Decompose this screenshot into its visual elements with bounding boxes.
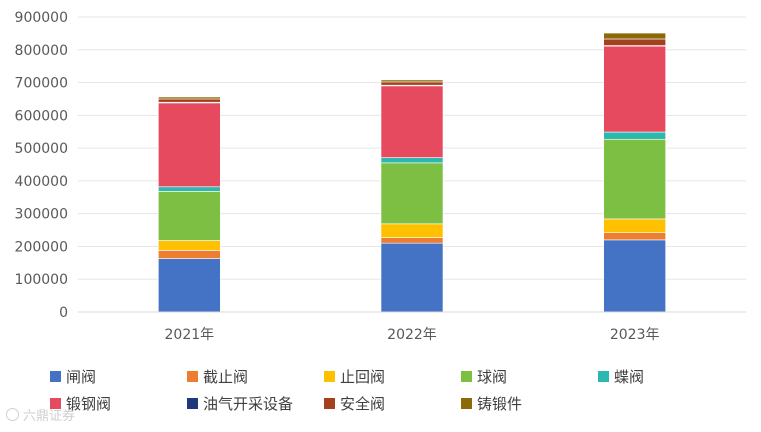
- legend-label: 油气开采设备: [203, 395, 294, 413]
- y-tick-label: 400000: [15, 174, 68, 190]
- legend-item: 铸锻件: [461, 393, 598, 414]
- y-tick-label: 600000: [15, 108, 68, 124]
- y-tick-label: 300000: [15, 207, 68, 223]
- x-tick-label: 2022年: [387, 327, 437, 343]
- legend-item: 蝶阀: [598, 366, 730, 387]
- bar-segment: [158, 98, 221, 103]
- legend-item: 闸阀: [50, 366, 187, 387]
- legend-label: 闸阀: [66, 368, 97, 386]
- bar-segment: [380, 81, 444, 86]
- legend-label: 安全阀: [340, 395, 386, 413]
- bar-segment: [158, 102, 221, 188]
- x-tick-label: 2023年: [610, 327, 660, 343]
- legend-item: 油气开采设备: [187, 393, 324, 414]
- legend-swatch: [187, 371, 198, 382]
- legend-item: 截止阀: [187, 366, 324, 387]
- bar-segment: [380, 85, 444, 158]
- legend-item: 锻钢阀: [50, 393, 187, 414]
- y-tick-label: 700000: [15, 76, 68, 92]
- bar-segment: [158, 258, 221, 313]
- bar-segment: [603, 239, 666, 313]
- legend-label: 铸锻件: [477, 395, 523, 413]
- legend-label: 截止阀: [203, 368, 249, 386]
- watermark-text: 六鼎证券: [23, 409, 76, 424]
- bar-segment: [380, 223, 444, 238]
- legend-label: 锻钢阀: [66, 395, 112, 413]
- bar-segment: [603, 232, 666, 241]
- legend-label: 球阀: [477, 368, 508, 386]
- bars: [158, 32, 666, 313]
- y-tick-label: 500000: [15, 141, 68, 157]
- x-axis: 2021年 2022年 2023年: [165, 327, 660, 343]
- legend-swatch: [50, 371, 61, 382]
- bar-segment: [603, 138, 666, 220]
- bar-segment: [158, 186, 221, 192]
- bar-segment: [380, 242, 444, 313]
- legend-swatch: [50, 398, 61, 409]
- legend-item: 球阀: [461, 366, 598, 387]
- legend-item: 止回阀: [324, 366, 461, 387]
- y-tick-label: 0: [59, 305, 68, 321]
- legend-swatch: [324, 371, 335, 382]
- bar-segment: [380, 79, 444, 83]
- y-axis: 0 100000 200000 300000 400000 500000 600000 700…: [15, 10, 68, 321]
- bar-segment: [158, 96, 221, 100]
- y-tick-label: 900000: [15, 10, 68, 26]
- watermark: 六鼎证券: [6, 405, 75, 424]
- y-tick-label: 200000: [15, 239, 68, 255]
- bar-segment: [380, 237, 444, 244]
- bar-segment: [603, 45, 666, 133]
- watermark-logo-icon: [6, 408, 19, 421]
- y-tick-label: 800000: [15, 43, 68, 59]
- bar-segment: [158, 191, 221, 241]
- bar-segment: [603, 131, 666, 140]
- x-tick-label: 2021年: [165, 327, 215, 343]
- legend-swatch: [461, 371, 472, 382]
- bar-segment: [380, 157, 444, 164]
- bar-segment: [158, 240, 221, 251]
- legend-label: 止回阀: [340, 368, 386, 386]
- y-tick-label: 100000: [15, 272, 68, 288]
- legend-swatch: [461, 398, 472, 409]
- legend-swatch: [187, 398, 198, 409]
- bar-segment: [380, 162, 444, 225]
- legend: 闸阀 截止阀 止回阀 球阀 蝶阀锻钢阀 油气开采设备 安全阀 铸锻件: [50, 366, 730, 414]
- bar-segment: [603, 218, 666, 233]
- bar-segment: [603, 38, 666, 46]
- legend-swatch: [598, 371, 609, 382]
- legend-swatch: [324, 398, 335, 409]
- legend-item: 安全阀: [324, 393, 461, 414]
- bar-segment: [603, 32, 666, 40]
- legend-label: 蝶阀: [614, 368, 645, 386]
- bar-segment: [158, 250, 221, 259]
